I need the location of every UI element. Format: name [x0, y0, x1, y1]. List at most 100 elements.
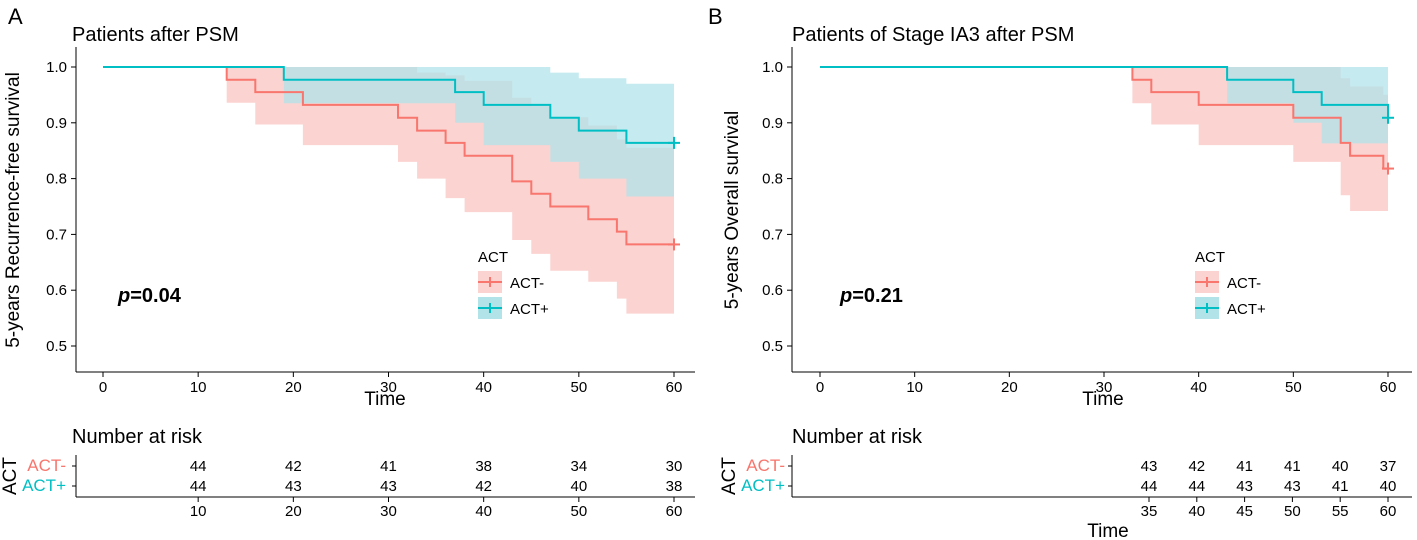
panel-b-risk-row-label-act-minus: ACT- — [746, 456, 785, 475]
survival-line-act-plus — [103, 66, 674, 144]
risk-x-tick-label: 40 — [475, 503, 492, 520]
x-tick-label: 10 — [190, 379, 207, 396]
risk-count-act-minus: 43 — [1141, 458, 1158, 475]
y-tick-label: 0.6 — [46, 282, 67, 299]
panel-b-title: Patients of Stage IA3 after PSM — [792, 24, 1074, 46]
panel-a-p-value: p=0.04 — [117, 285, 182, 307]
risk-x-tick-label: 40 — [1188, 503, 1205, 520]
panel-b-p-value: p=0.21 — [839, 285, 903, 307]
y-tick-label: 0.8 — [46, 171, 67, 188]
survival-line-act-minus — [103, 66, 674, 246]
survival-line-act-plus — [820, 66, 1389, 118]
panel-b-label: B — [708, 4, 723, 29]
risk-x-tick-label: 50 — [1284, 503, 1301, 520]
x-tick-label: 50 — [570, 379, 587, 396]
risk-count-act-minus: 41 — [1236, 458, 1253, 475]
risk-count-act-minus: 44 — [190, 458, 207, 475]
risk-count-act-plus: 44 — [1188, 478, 1205, 495]
risk-count-act-minus: 41 — [1284, 458, 1301, 475]
ci-band-act-plus — [103, 67, 674, 197]
risk-count-act-plus: 41 — [1332, 478, 1349, 495]
panel-a-x-axis-label: Time — [364, 389, 406, 410]
panel-b-risk-x-axis-label: Time — [1087, 521, 1129, 540]
risk-count-act-minus: 34 — [570, 458, 587, 475]
panel-a-risk-row-label-act-minus: ACT- — [27, 456, 66, 475]
panel-b-risk-strata-title: ACT — [719, 457, 740, 495]
panel-b-legend: ACT ACT- ACT+ — [1195, 249, 1266, 319]
risk-count-act-minus: 37 — [1380, 458, 1397, 475]
y-tick-label: 0.8 — [762, 171, 783, 188]
panel-a-legend: ACT ACT- ACT+ — [478, 249, 549, 319]
risk-count-act-plus: 40 — [1380, 478, 1397, 495]
risk-count-act-minus: 42 — [1188, 458, 1205, 475]
x-tick-label: 30 — [380, 379, 397, 396]
risk-x-tick-label: 10 — [190, 503, 207, 520]
x-tick-label: 20 — [285, 379, 302, 396]
risk-x-tick-label: 60 — [1380, 503, 1397, 520]
panel-a: A Patients after PSM 5-years Recurrence-… — [0, 4, 695, 520]
panel-a-label: A — [8, 4, 23, 29]
p-symbol: p — [839, 285, 852, 307]
x-tick-label: 0 — [99, 379, 107, 396]
x-tick-label: 30 — [1096, 379, 1113, 396]
panel-b-plot: 0.5 0.6 0.7 0.8 0.9 1.0 0 10 20 30 40 50 60 — [762, 47, 1412, 396]
y-tick-label: 1.0 — [762, 59, 783, 76]
risk-x-tick-label: 60 — [666, 503, 683, 520]
legend-label-act-minus: ACT- — [510, 275, 544, 292]
legend-title: ACT — [1195, 249, 1225, 266]
panel-b-x-axis-label: Time — [1082, 389, 1124, 410]
panel-b-risk-row-label-act-plus: ACT+ — [741, 476, 785, 495]
panel-a-risk-row-label-act-plus: ACT+ — [22, 476, 66, 495]
risk-x-tick-label: 55 — [1332, 503, 1349, 520]
panel-b-risk-table-title: Number at risk — [792, 426, 923, 448]
panel-b: B Patients of Stage IA3 after PSM 5-year… — [708, 4, 1412, 540]
risk-x-tick-label: 50 — [570, 503, 587, 520]
p-value-number: =0.21 — [852, 285, 903, 307]
risk-count-act-plus: 38 — [666, 478, 683, 495]
x-tick-label: 50 — [1285, 379, 1302, 396]
x-tick-label: 60 — [666, 379, 683, 396]
legend-label-act-plus: ACT+ — [1227, 301, 1266, 318]
x-tick-label: 40 — [1190, 379, 1207, 396]
panel-a-risk-table-title: Number at risk — [72, 426, 203, 448]
risk-count-act-plus: 43 — [380, 478, 397, 495]
legend-title: ACT — [478, 249, 508, 266]
panel-a-plot: 0.5 0.6 0.7 0.8 0.9 1.0 0 10 20 30 40 50 60 — [46, 47, 695, 396]
y-tick-label: 0.9 — [762, 115, 783, 132]
risk-x-tick-label: 20 — [285, 503, 302, 520]
x-tick-label: 10 — [906, 379, 923, 396]
risk-count-act-plus: 40 — [570, 478, 587, 495]
risk-x-tick-label: 45 — [1236, 503, 1253, 520]
risk-x-tick-label: 30 — [380, 503, 397, 520]
panel-a-risk-strata-title: ACT — [0, 457, 21, 495]
risk-count-act-plus: 44 — [1141, 478, 1158, 495]
risk-count-act-plus: 43 — [1236, 478, 1253, 495]
risk-count-act-minus: 38 — [475, 458, 492, 475]
risk-count-act-plus: 43 — [1284, 478, 1301, 495]
y-tick-label: 0.5 — [762, 338, 783, 355]
y-tick-label: 0.9 — [46, 115, 67, 132]
panel-b-risk-table: 35 43 44 40 42 44 45 41 43 50 41 43 55 40 41 60 37 40 — [788, 455, 1412, 520]
risk-count-act-minus: 30 — [666, 458, 683, 475]
p-symbol: p — [117, 285, 130, 307]
risk-count-act-plus: 42 — [475, 478, 492, 495]
y-tick-label: 0.7 — [762, 226, 783, 243]
legend-label-act-minus: ACT- — [1227, 275, 1261, 292]
x-tick-label: 0 — [816, 379, 824, 396]
y-tick-label: 0.6 — [762, 282, 783, 299]
y-tick-label: 1.0 — [46, 59, 67, 76]
p-value-number: =0.04 — [130, 285, 181, 307]
survival-line-act-minus — [820, 66, 1388, 170]
risk-count-act-minus: 41 — [380, 458, 397, 475]
x-tick-label: 40 — [475, 379, 492, 396]
y-tick-label: 0.7 — [46, 226, 67, 243]
risk-count-act-plus: 43 — [285, 478, 302, 495]
risk-count-act-plus: 44 — [190, 478, 207, 495]
risk-count-act-minus: 42 — [285, 458, 302, 475]
y-tick-label: 0.5 — [46, 338, 67, 355]
ci-band-act-plus — [820, 67, 1388, 162]
risk-count-act-minus: 40 — [1332, 458, 1349, 475]
panel-a-title: Patients after PSM — [72, 24, 239, 46]
panel-a-risk-table: 10 44 44 20 42 43 30 41 43 40 38 42 50 34 40 60 30 38 — [72, 455, 695, 520]
